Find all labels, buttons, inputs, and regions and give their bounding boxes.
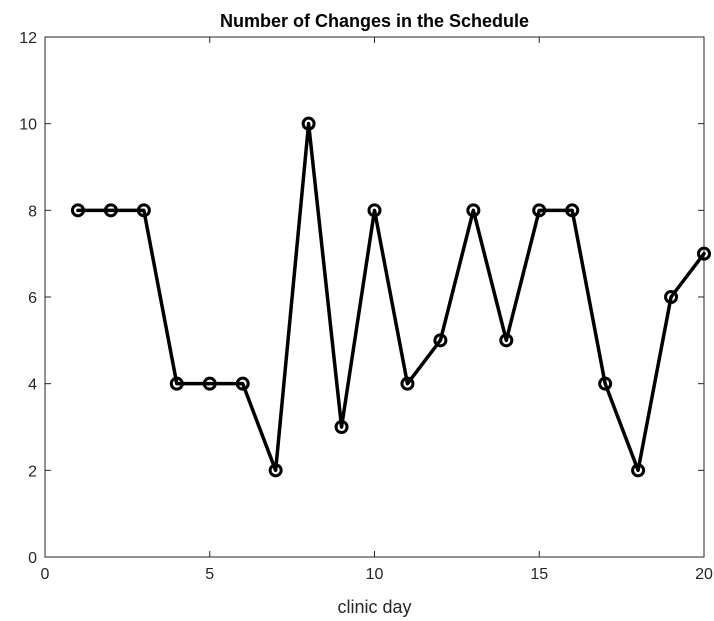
- data-point: [301, 116, 316, 131]
- data-point: [400, 376, 415, 391]
- data-point: [103, 203, 118, 218]
- series-layer: [70, 116, 711, 478]
- data-point: [532, 203, 547, 218]
- y-tick-label: 6: [28, 290, 37, 307]
- y-axis: 0 2 4 6 8 10 12: [19, 30, 704, 567]
- data-point: [466, 203, 481, 218]
- x-tick-label: 15: [530, 566, 548, 583]
- x-tick-label: 5: [205, 566, 214, 583]
- data-point: [136, 203, 151, 218]
- x-axis: 0 5 10 15 20: [41, 37, 713, 583]
- data-point: [334, 420, 349, 434]
- data-point: [433, 333, 448, 348]
- chart-title: Number of Changes in the Schedule: [220, 11, 529, 31]
- data-point: [499, 333, 514, 348]
- plot-area-frame: [44, 36, 705, 558]
- data-point: [367, 203, 382, 218]
- series-line: [76, 121, 706, 473]
- y-tick-label: 10: [19, 117, 37, 134]
- y-tick-label: 0: [28, 550, 37, 567]
- x-tick-label: 0: [41, 566, 50, 583]
- x-tick-label: 10: [366, 566, 384, 583]
- data-point: [598, 376, 613, 391]
- data-point: [268, 463, 283, 478]
- data-point: [664, 290, 679, 304]
- data-point: [202, 376, 217, 391]
- data-point: [70, 203, 85, 218]
- x-axis-label: clinic day: [337, 597, 411, 617]
- data-point: [631, 463, 646, 478]
- x-tick-label: 20: [695, 566, 713, 583]
- y-tick-label: 8: [28, 203, 37, 220]
- y-tick-label: 2: [28, 463, 37, 480]
- y-tick-label: 12: [19, 30, 37, 47]
- data-point: [697, 246, 711, 261]
- data-point: [565, 203, 580, 218]
- data-point: [169, 376, 184, 391]
- y-tick-label: 4: [28, 377, 37, 394]
- data-point: [235, 376, 250, 391]
